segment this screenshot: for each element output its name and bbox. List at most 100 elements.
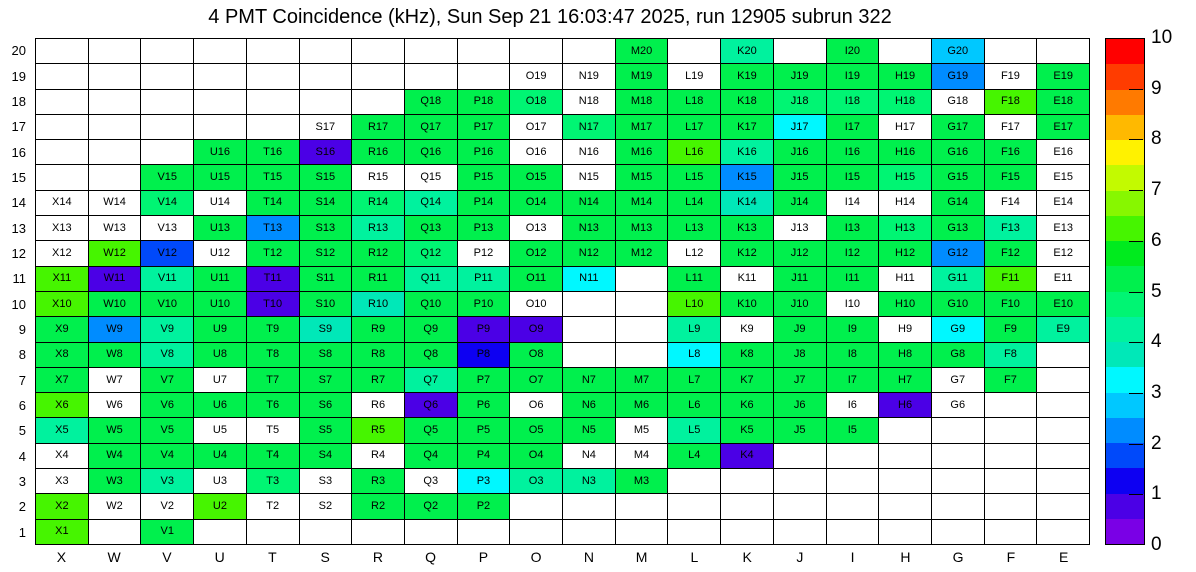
- heatmap-cell: H9: [879, 317, 931, 342]
- heatmap-cell: [773, 469, 826, 494]
- x-axis-label: F: [1006, 549, 1016, 565]
- heatmap-cell: [1037, 519, 1089, 544]
- heatmap-cell: Q2: [404, 494, 457, 519]
- heatmap-cell: S3: [299, 469, 352, 494]
- heatmap-cell: S14: [299, 190, 352, 216]
- heatmap-cell: R4: [352, 443, 404, 469]
- heatmap-cell: P18: [457, 89, 510, 114]
- y-axis-label: 10: [11, 296, 26, 312]
- heatmap-cell: R10: [352, 291, 404, 317]
- heatmap-cell: I13: [826, 216, 879, 241]
- heatmap-cell: X14: [36, 190, 88, 216]
- heatmap-cell: [88, 64, 141, 89]
- heatmap-cell: I5: [826, 418, 879, 443]
- heatmap-cell: [615, 291, 668, 317]
- heatmap-cell: U4: [194, 443, 246, 469]
- heatmap-cell: R6: [352, 393, 404, 418]
- heatmap-cell: Q4: [404, 443, 457, 469]
- heatmap-cell: [984, 494, 1037, 519]
- heatmap-cell: K8: [721, 342, 773, 367]
- heatmap-cell: T8: [246, 342, 299, 367]
- heatmap-cell: V11: [141, 266, 194, 291]
- heatmap-cell: M18: [615, 89, 668, 114]
- colorbar-tick-label: 10: [1151, 27, 1173, 48]
- heatmap-cell: N18: [563, 89, 615, 114]
- heatmap-cell: [36, 64, 88, 89]
- heatmap-cell: K12: [721, 241, 773, 266]
- colorbar-band: [1106, 39, 1144, 65]
- x-axis-label: O: [530, 549, 542, 565]
- colorbar-tick-label: 3: [1151, 381, 1162, 403]
- heatmap-cell: N4: [563, 443, 615, 469]
- heatmap-cell: K17: [721, 114, 773, 140]
- heatmap-cell: W14: [88, 190, 141, 216]
- heatmap-cell: M5: [615, 418, 668, 443]
- heatmap-cell: [88, 114, 141, 140]
- x-axis-label: X: [56, 549, 67, 565]
- heatmap-cell: O7: [510, 367, 562, 393]
- heatmap-cell: [773, 494, 826, 519]
- heatmap-cell: K6: [721, 393, 773, 418]
- heatmap-cell: J10: [773, 291, 826, 317]
- heatmap-cell: E15: [1037, 165, 1089, 190]
- heatmap-cell: E14: [1037, 190, 1089, 216]
- heatmap-cell: I7: [826, 367, 879, 393]
- heatmap-cell: I12: [826, 241, 879, 266]
- heatmap-cell: R16: [352, 140, 404, 165]
- y-axis-label: 1: [18, 524, 26, 540]
- heatmap-cell: X7: [36, 367, 88, 393]
- heatmap-cell: P5: [457, 418, 510, 443]
- heatmap-cell: [615, 494, 668, 519]
- heatmap-cell: V13: [141, 216, 194, 241]
- heatmap-cell: U9: [194, 317, 246, 342]
- x-axis-label: V: [162, 549, 172, 565]
- heatmap-cell: E10: [1037, 291, 1089, 317]
- heatmap-cell: Q14: [404, 190, 457, 216]
- heatmap-cell: S8: [299, 342, 352, 367]
- heatmap-cell: W4: [88, 443, 141, 469]
- heatmap-cell: [931, 443, 984, 469]
- heatmap-cell: H16: [879, 140, 931, 165]
- heatmap-cell: [194, 89, 246, 114]
- x-axis-label: S: [320, 549, 330, 565]
- heatmap-cell: S10: [299, 291, 352, 317]
- heatmap-cell: Q15: [404, 165, 457, 190]
- heatmap-cell: L5: [668, 418, 721, 443]
- colorbar-band: [1106, 114, 1144, 140]
- heatmap-grid: M20 K20 I20 G20 O19 N19 M19 L19 K19 J19 I19 H19 G19 F…: [35, 38, 1090, 545]
- heatmap-cell: [984, 469, 1037, 494]
- heatmap-cell: [141, 140, 194, 165]
- y-axis-label: 5: [18, 423, 26, 439]
- heatmap-cell: M16: [615, 140, 668, 165]
- heatmap-cell: [457, 64, 510, 89]
- y-axis-label: 15: [11, 169, 26, 185]
- heatmap-cell: N7: [563, 367, 615, 393]
- colorbar-band: [1106, 342, 1144, 368]
- heatmap-cell: W10: [88, 291, 141, 317]
- heatmap-cell: X6: [36, 393, 88, 418]
- heatmap-cell: X13: [36, 216, 88, 241]
- heatmap-cell: L7: [668, 367, 721, 393]
- heatmap-cell: W6: [88, 393, 141, 418]
- heatmap-cell: V5: [141, 418, 194, 443]
- heatmap-cell: [879, 519, 931, 544]
- heatmap-cell: F16: [984, 140, 1037, 165]
- x-axis-label: L: [690, 549, 699, 565]
- x-axis-label: J: [796, 549, 804, 565]
- y-axis-label: 18: [11, 93, 26, 109]
- heatmap-cell: [773, 519, 826, 544]
- colorbar-tick-label: 4: [1151, 331, 1162, 353]
- heatmap-cell: S12: [299, 241, 352, 266]
- heatmap-cell: L19: [668, 64, 721, 89]
- heatmap-cell: [246, 519, 299, 544]
- heatmap-cell: [141, 114, 194, 140]
- heatmap-cell: P17: [457, 114, 510, 140]
- heatmap-cell: G10: [931, 291, 984, 317]
- heatmap-cell: G8: [931, 342, 984, 367]
- heatmap-cell: T4: [246, 443, 299, 469]
- heatmap-cell: [352, 519, 404, 544]
- heatmap-cell: N6: [563, 393, 615, 418]
- heatmap-cell: K9: [721, 317, 773, 342]
- heatmap-cell: [352, 89, 404, 114]
- heatmap-cell: J11: [773, 266, 826, 291]
